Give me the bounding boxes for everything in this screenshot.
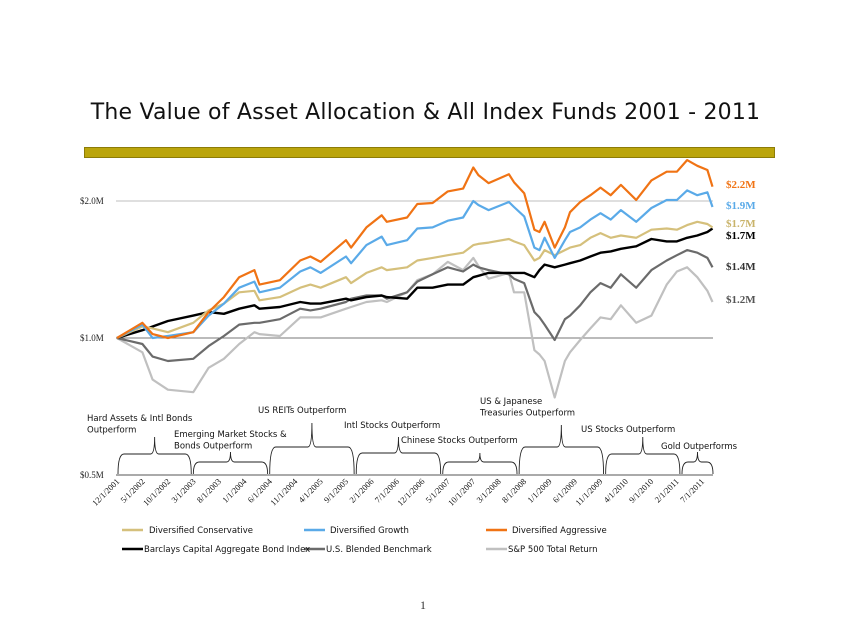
x-tick-label: 3/1/2008	[474, 476, 502, 504]
legend-label: Barclays Capital Aggregate Bond Index	[144, 545, 310, 555]
annotation-bracket	[518, 424, 604, 475]
chart-title: The Value of Asset Allocation & All Inde…	[90, 100, 761, 125]
annotation-bracket	[269, 422, 355, 475]
x-tick-label: 9/1/2010	[627, 476, 655, 504]
x-tick-label: 3/1/2003	[169, 476, 197, 504]
end-value-label: $1.4M	[726, 261, 756, 273]
x-tick-label: 1/1/2009	[525, 476, 553, 504]
page-number: 1	[420, 598, 426, 612]
y-tick-label: $0.5M	[80, 470, 104, 480]
annotation-label: US Stocks Outperform	[581, 425, 675, 435]
x-tick-label: 10/1/2007	[446, 476, 477, 507]
annotation-bracket	[355, 436, 442, 475]
annotation-label: Emerging Market Stocks &	[174, 430, 287, 440]
x-tick-label: 2/1/2011	[653, 476, 681, 504]
annotation-label: US & Japanese	[480, 397, 542, 407]
x-tick-label: 11/1/2009	[573, 476, 604, 507]
x-tick-label: 11/1/2004	[268, 476, 300, 508]
legend-label: Diversified Conservative	[149, 526, 253, 536]
annotation-bracket	[605, 436, 681, 475]
annotation-label: Gold Outperforms	[661, 442, 738, 452]
x-tick-label: 2/1/2006	[347, 476, 375, 504]
series-line-diversified-aggressive	[116, 159, 714, 340]
y-tick-label: $1.0M	[80, 333, 104, 343]
end-value-label: $1.7M	[726, 218, 756, 230]
series-line-diversified-conservative	[116, 220, 714, 340]
annotation-label: Intl Stocks Outperform	[344, 421, 440, 431]
annotation-label: Hard Assets & Intl Bonds	[87, 414, 193, 424]
series-line-u-s-blended-benchmark	[116, 249, 714, 363]
end-value-label: $1.9M	[726, 200, 756, 212]
legend-label: U.S. Blended Benchmark	[326, 545, 432, 555]
annotation-bracket	[442, 452, 518, 475]
end-value-label: $1.2M	[726, 294, 756, 306]
x-tick-label: 12/1/2001	[90, 476, 121, 507]
annotation-label: US REITs Outperform	[258, 406, 346, 416]
series-line-diversified-growth	[116, 189, 714, 340]
series-line-barclays-capital-aggregate-bond-index	[116, 227, 714, 340]
x-tick-label: 12/1/2006	[395, 476, 426, 507]
end-value-label: $2.2M	[726, 179, 756, 191]
annotation-bracket	[681, 451, 714, 475]
end-value-label: $1.7M	[726, 230, 756, 242]
legend-label: S&P 500 Total Return	[508, 545, 598, 555]
annotation-label: Bonds Outperform	[174, 442, 252, 452]
y-tick-label: $2.0M	[80, 196, 104, 206]
x-tick-label: 7/1/2011	[678, 476, 706, 504]
x-tick-label: 8/1/2003	[195, 476, 223, 504]
annotation-bracket	[192, 451, 269, 475]
annotation-bracket	[117, 436, 192, 475]
title-divider-bar	[84, 147, 775, 158]
legend-label: Diversified Growth	[330, 526, 409, 536]
x-tick-label: 4/1/2005	[296, 476, 324, 504]
annotation-label: Chinese Stocks Outperform	[401, 436, 518, 446]
x-tick-label: 1/1/2004	[220, 476, 249, 505]
annotation-label: Treasuries Outperform	[479, 409, 575, 419]
x-tick-label: 8/1/2008	[500, 476, 528, 504]
x-tick-label: 4/1/2010	[601, 476, 629, 504]
series-line-s-p-500-total-return	[116, 256, 714, 399]
x-tick-label: 9/1/2005	[322, 476, 350, 504]
legend-label: Diversified Aggressive	[512, 526, 607, 536]
x-tick-label: 10/1/2002	[141, 476, 172, 507]
annotation-label: Outperform	[87, 426, 136, 436]
